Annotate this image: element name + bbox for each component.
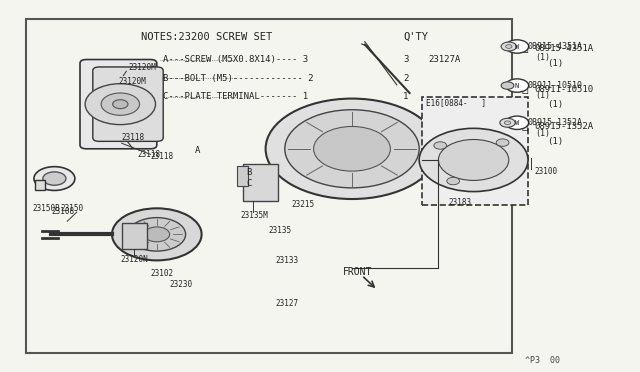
- Text: A---SCREW (M5X0.8X14)---- 3: A---SCREW (M5X0.8X14)---- 3: [163, 55, 308, 64]
- Text: Ⓦ: Ⓦ: [522, 122, 528, 131]
- Text: (1): (1): [547, 100, 563, 109]
- Text: (1): (1): [547, 137, 563, 146]
- Text: 23133: 23133: [275, 256, 298, 265]
- Text: W: W: [515, 44, 519, 49]
- Circle shape: [506, 40, 529, 53]
- Circle shape: [113, 100, 128, 109]
- Text: (1): (1): [536, 92, 550, 100]
- Text: 08915-4351A: 08915-4351A: [534, 44, 593, 53]
- Circle shape: [285, 110, 419, 188]
- Text: 23127A: 23127A: [429, 55, 461, 64]
- Circle shape: [314, 126, 390, 171]
- Text: (1): (1): [547, 59, 563, 68]
- Circle shape: [85, 84, 156, 125]
- Text: 08915-1352A: 08915-1352A: [528, 118, 583, 127]
- Bar: [26, 19, 512, 353]
- Circle shape: [506, 45, 512, 48]
- Bar: [243, 164, 278, 201]
- Circle shape: [43, 172, 66, 185]
- Circle shape: [447, 177, 460, 185]
- FancyBboxPatch shape: [93, 67, 163, 141]
- Text: 23183: 23183: [448, 198, 471, 207]
- Text: (1): (1): [536, 129, 550, 138]
- Bar: [35, 180, 45, 190]
- Text: 23135: 23135: [269, 226, 292, 235]
- Bar: [122, 223, 147, 249]
- Circle shape: [496, 139, 509, 146]
- Text: 23118: 23118: [138, 150, 161, 159]
- Text: C---PLATE TERMINAL------- 1: C---PLATE TERMINAL------- 1: [163, 92, 308, 101]
- Text: A: A: [195, 146, 200, 155]
- Text: 23120M: 23120M: [128, 63, 156, 72]
- Text: ^P3  00: ^P3 00: [525, 356, 560, 365]
- Circle shape: [419, 128, 528, 192]
- Text: B: B: [246, 169, 252, 177]
- Circle shape: [434, 142, 447, 149]
- Text: 08911-10510: 08911-10510: [534, 85, 593, 94]
- Circle shape: [506, 116, 529, 129]
- Text: 08911-10510: 08911-10510: [528, 81, 583, 90]
- Text: 2: 2: [403, 74, 408, 83]
- Text: 23127: 23127: [275, 299, 298, 308]
- Text: NOTES:23200 SCREW SET: NOTES:23200 SCREW SET: [141, 32, 272, 42]
- Text: Q'TY: Q'TY: [403, 32, 428, 42]
- Circle shape: [34, 167, 75, 190]
- Text: 23215: 23215: [291, 200, 314, 209]
- Text: 23108: 23108: [51, 207, 74, 216]
- Text: B---BOLT (M5)------------- 2: B---BOLT (M5)------------- 2: [163, 74, 314, 83]
- Text: 23118: 23118: [122, 133, 145, 142]
- Text: 08915-1352A: 08915-1352A: [534, 122, 593, 131]
- Text: 08915-4351A: 08915-4351A: [528, 42, 583, 51]
- Text: W: W: [515, 120, 519, 126]
- Text: 23150: 23150: [61, 204, 84, 213]
- FancyBboxPatch shape: [80, 60, 157, 149]
- Text: 23230: 23230: [170, 280, 193, 289]
- Circle shape: [438, 140, 509, 180]
- Circle shape: [501, 82, 514, 89]
- Text: 1: 1: [403, 92, 408, 101]
- Circle shape: [128, 218, 186, 251]
- Text: N: N: [515, 83, 519, 89]
- Text: C: C: [246, 179, 252, 187]
- Circle shape: [504, 121, 511, 125]
- Text: E16[0884-   ]: E16[0884- ]: [426, 98, 486, 107]
- Text: 23102: 23102: [150, 269, 173, 278]
- Text: Ⓦ: Ⓦ: [522, 44, 528, 53]
- Text: (1): (1): [536, 53, 550, 62]
- Text: 23120M: 23120M: [118, 77, 146, 86]
- Text: 23135M: 23135M: [240, 211, 268, 220]
- Circle shape: [144, 227, 170, 242]
- Circle shape: [112, 208, 202, 260]
- Circle shape: [501, 42, 516, 51]
- Bar: [422, 97, 528, 205]
- Text: Ⓝ: Ⓝ: [522, 84, 528, 94]
- Text: 23120N: 23120N: [120, 255, 148, 264]
- Text: 3: 3: [403, 55, 408, 64]
- Text: 23100: 23100: [534, 167, 557, 176]
- Bar: [237, 166, 248, 186]
- Circle shape: [101, 93, 140, 115]
- Text: FRONT: FRONT: [342, 267, 372, 276]
- Circle shape: [506, 79, 529, 92]
- Circle shape: [266, 99, 438, 199]
- Text: 23118: 23118: [150, 153, 173, 161]
- Circle shape: [500, 118, 515, 127]
- Text: 23150B: 23150B: [32, 204, 60, 213]
